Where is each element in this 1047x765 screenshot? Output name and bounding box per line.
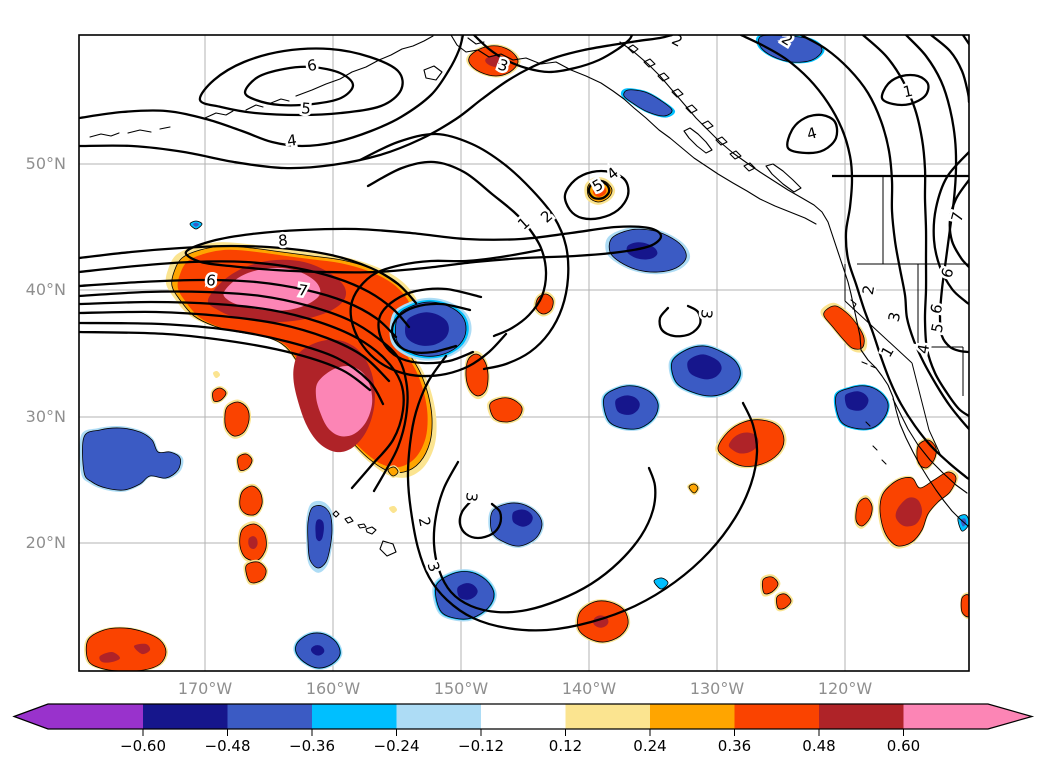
colorbar-tick-label: −0.60	[120, 737, 166, 755]
colorbar-tick-label: 0.12	[549, 737, 582, 755]
svg-text:8: 8	[277, 231, 288, 250]
colorbar-tick-label: −0.36	[289, 737, 335, 755]
svg-text:120°W: 120°W	[818, 679, 873, 698]
svg-text:160°W: 160°W	[306, 679, 361, 698]
svg-text:3: 3	[462, 492, 481, 503]
svg-text:40°N: 40°N	[26, 280, 66, 299]
coastlines	[89, 35, 969, 557]
colorbar-tick-label: −0.12	[458, 737, 504, 755]
svg-text:3: 3	[697, 309, 716, 320]
colorbar-tick-label: 0.36	[718, 737, 751, 755]
svg-text:20°N: 20°N	[26, 533, 66, 552]
plot-frame	[78, 34, 970, 672]
colorbar-tick-label: −0.48	[205, 737, 251, 755]
svg-text:5: 5	[301, 99, 312, 118]
svg-text:170°W: 170°W	[178, 679, 233, 698]
colorbar-tick-label: 0.24	[633, 737, 666, 755]
svg-text:130°W: 130°W	[690, 679, 745, 698]
colorbar: −0.60 −0.48 −0.36 −0.24 −0.12 0.12 0.24 0.36 0.4…	[12, 703, 1035, 755]
axis-labels: 170°W 160°W 150°W 140°W 130°W 120°W 50°N 40°N 30…	[26, 154, 873, 698]
svg-text:140°W: 140°W	[562, 679, 617, 698]
colorbar-tick-label: −0.24	[374, 737, 420, 755]
colorbar-tick-label: 0.60	[887, 737, 920, 755]
colorbar-tick-label: 0.48	[802, 737, 835, 755]
svg-text:150°W: 150°W	[434, 679, 489, 698]
state-borders	[832, 174, 969, 457]
svg-text:50°N: 50°N	[26, 154, 66, 173]
pv-contours	[79, 35, 969, 632]
svg-text:30°N: 30°N	[26, 407, 66, 426]
